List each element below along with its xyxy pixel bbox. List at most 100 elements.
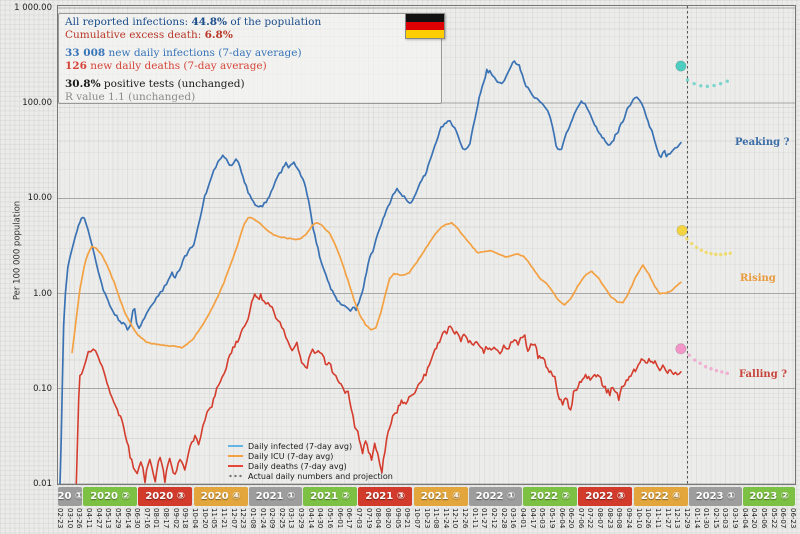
x-tick-label: 05-13 — [104, 508, 113, 529]
legend-item-icu: Daily ICU (7-day avg) — [228, 452, 393, 462]
x-tick-label: 01-14 — [692, 508, 701, 529]
x-tick-label: 06-30 — [133, 508, 142, 529]
x-tick-label: 03-16 — [509, 508, 518, 529]
x-tick-label: 02-28 — [499, 508, 508, 529]
x-tick-label: 11-27 — [663, 508, 672, 529]
x-tick-label: 04-20 — [750, 508, 759, 529]
infections-projection-marker — [675, 60, 687, 72]
y-tick-label: 1.00 — [33, 288, 52, 299]
icu-projection-dot — [685, 237, 689, 241]
x-tick-label: 02-25 — [277, 508, 286, 529]
x-tick-label: 07-06 — [576, 508, 585, 529]
x-tick-label: 04-30 — [316, 508, 325, 529]
deaths-projection-dot — [720, 370, 724, 374]
infections-projection-dot — [685, 78, 690, 82]
x-tick-label: 07-03 — [354, 508, 363, 529]
x-tick-label: 06-04 — [557, 508, 566, 529]
x-tick-label: 01-27 — [480, 508, 489, 529]
x-tick-label: 01-08 — [248, 508, 257, 529]
quarter-box-3: 2020 ④ — [193, 487, 248, 506]
x-axis-date-labels: 02-23 03-10 03-26 04-11 04-27 05-13 05-29 06-14… — [56, 508, 797, 534]
deaths-projection-dot — [698, 361, 702, 365]
x-tick-label: 06-14 — [123, 508, 132, 529]
deaths-projection-dot — [703, 365, 708, 369]
legend-item-deaths: Daily deaths (7-day avg) — [228, 462, 393, 472]
quarter-box-7: 2021 ④ — [413, 487, 468, 506]
summary-new-deaths: 126 new daily deaths (7-day average) — [65, 60, 267, 72]
x-tick-label: 05-29 — [113, 508, 122, 529]
x-tick-label: 12-13 — [673, 508, 682, 529]
x-tick-label: 08-23 — [605, 508, 614, 529]
chart-legend: Daily infected (7-day avg) Daily ICU (7-… — [228, 442, 393, 482]
quarter-box-6: 2021 ③ — [358, 487, 413, 506]
flag-stripe-black — [406, 14, 444, 22]
x-tick-label: 03-10 — [65, 508, 74, 529]
deaths-projection-dot — [687, 353, 692, 357]
legend-item-actual: Actual daily numbers and projection — [228, 472, 393, 482]
x-tick-label: 07-22 — [586, 508, 595, 529]
x-tick-label: 10-10 — [634, 508, 643, 529]
x-tick-label: 10-04 — [191, 508, 200, 529]
quarter-box-1: 2020 ② — [83, 487, 137, 506]
x-tick-label: 10-23 — [422, 508, 431, 529]
infections-projection-dot — [705, 84, 710, 89]
quarter-box-2: 2020 ③ — [138, 487, 193, 506]
x-tick-label: 11-24 — [441, 508, 450, 529]
x-tick-label: 09-24 — [625, 508, 634, 529]
x-tick-label: 04-11 — [84, 508, 93, 529]
infected-line-swatch — [228, 445, 243, 447]
x-tick-label: 08-01 — [152, 508, 161, 529]
quarter-box-9: 2022 ② — [523, 487, 577, 506]
infections-projection-dot — [692, 81, 696, 86]
x-tick-label: 09-05 — [393, 508, 402, 529]
x-tick-label: 04-14 — [306, 508, 315, 529]
x-tick-label: 02-15 — [711, 508, 720, 529]
germany-flag-icon — [405, 13, 445, 39]
icu-projection-marker — [676, 224, 688, 236]
x-tick-label: 09-21 — [403, 508, 412, 529]
icu-projection-dot — [704, 250, 708, 255]
quarter-box-4: 2021 ① — [249, 487, 302, 506]
x-tick-label: 05-16 — [326, 508, 335, 529]
series-1 — [71, 216, 682, 354]
x-tick-label: 06-23 — [789, 508, 797, 529]
x-tick-label: 10-07 — [412, 508, 421, 529]
icu-line-swatch — [228, 455, 243, 457]
x-tick-label: 08-07 — [596, 508, 605, 529]
x-tick-label: 09-08 — [615, 508, 624, 529]
deaths-projection-dot — [714, 368, 719, 373]
x-tick-label: 09-02 — [171, 508, 180, 529]
flag-stripe-gold — [406, 30, 444, 38]
x-tick-label: 03-19 — [731, 508, 740, 529]
quarter-box-11: 2022 ④ — [633, 487, 688, 506]
x-tick-label: 10-20 — [200, 508, 209, 529]
deaths-projection-marker — [675, 343, 687, 355]
x-tick-label: 07-16 — [142, 508, 151, 529]
trend-label-rising: Rising — [740, 273, 776, 284]
icu-projection-dot — [728, 251, 733, 256]
quarter-box-5: 2021 ② — [303, 487, 357, 506]
summary-panel: All reported infections: 44.8% of the po… — [58, 13, 442, 104]
y-tick-label: 1 000.00 — [14, 2, 52, 13]
y-tick-label: 10.00 — [27, 193, 52, 204]
x-tick-label: 07-19 — [364, 508, 373, 529]
series-2 — [75, 293, 682, 485]
x-tick-label: 12-07 — [229, 508, 238, 529]
deaths-line-swatch — [228, 465, 243, 467]
quarter-box-8: 2022 ① — [469, 487, 522, 506]
x-tick-label: 08-17 — [162, 508, 171, 529]
x-tick-label: 05-19 — [547, 508, 556, 529]
y-tick-label: 100.00 — [22, 98, 52, 109]
x-tick-label: 06-07 — [779, 508, 788, 529]
infections-projection-dot — [718, 81, 723, 86]
quarter-box-13: 2023 ② — [743, 487, 795, 506]
x-tick-label: 11-05 — [210, 508, 219, 529]
x-tick-label: 06-20 — [567, 508, 576, 529]
x-tick-label: 08-04 — [374, 508, 383, 529]
x-tick-label: 05-22 — [769, 508, 778, 529]
infections-projection-dot — [712, 83, 716, 88]
icu-projection-dot — [694, 245, 699, 250]
deaths-projection-dot — [693, 358, 697, 362]
icu-projection-dot — [709, 251, 713, 256]
